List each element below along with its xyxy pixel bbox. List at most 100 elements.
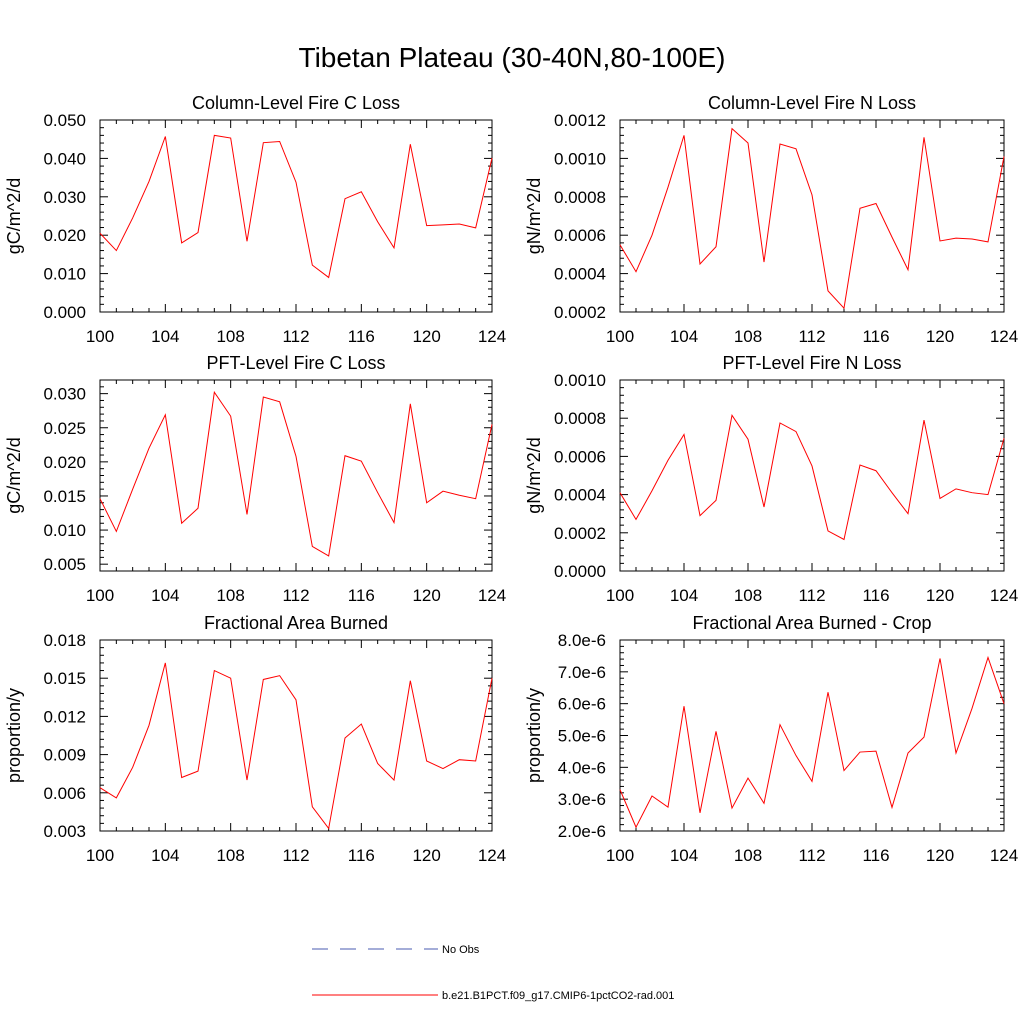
- y-tick-label: 0.0000: [554, 562, 606, 581]
- x-tick-label: 108: [216, 327, 244, 346]
- x-tick-label: 104: [670, 327, 698, 346]
- series-line: [619, 127, 1005, 310]
- y-tick-label: 0.040: [43, 149, 86, 168]
- y-tick-label: 0.010: [43, 265, 86, 284]
- series-line: [619, 655, 1005, 829]
- x-tick-label: 120: [926, 586, 954, 605]
- x-tick-label: 116: [348, 327, 375, 346]
- x-tick-label: 112: [798, 586, 825, 605]
- plot-frame: [619, 119, 1005, 313]
- y-tick-label: 0.0002: [554, 524, 606, 543]
- y-tick-label: 0.025: [43, 419, 86, 438]
- y-tick-label: 0.000: [43, 303, 86, 322]
- y-tick-label: 0.018: [43, 631, 86, 650]
- y-tick-label: 4.0e-6: [558, 758, 606, 777]
- panel-title: Column-Level Fire N Loss: [708, 93, 916, 113]
- x-tick-label: 124: [990, 586, 1018, 605]
- plot-frame: [619, 639, 1005, 832]
- x-tick-label: 116: [348, 586, 375, 605]
- panel-2: Column-Level Fire N Loss gN/m^2/d 100 104 10…: [524, 93, 1018, 346]
- y-tick-label: 0.0012: [554, 111, 606, 130]
- plot-frame: [99, 639, 493, 832]
- x-tick-label: 124: [478, 327, 506, 346]
- y-tick-label: 0.0010: [554, 149, 606, 168]
- y-tick-label: 0.030: [43, 188, 86, 207]
- y-tick-label: 0.020: [43, 226, 86, 245]
- y-axis-label: gC/m^2/d: [4, 437, 24, 513]
- y-tick-label: 0.003: [43, 822, 86, 841]
- x-tick-label: 100: [86, 846, 114, 865]
- y-tick-label: 0.0006: [554, 447, 606, 466]
- y-axis-label: gN/m^2/d: [524, 437, 544, 513]
- y-tick-label: 0.0004: [554, 486, 606, 505]
- x-tick-label: 112: [282, 327, 309, 346]
- y-tick-label: 0.005: [43, 555, 86, 574]
- legend-label-model: b.e21.B1PCT.f09_g17.CMIP6-1pctCO2-rad.00…: [442, 990, 674, 1002]
- legend: No Obs b.e21.B1PCT.f09_g17.CMIP6-1pctCO2…: [312, 944, 674, 1002]
- x-tick-label: 116: [862, 846, 889, 865]
- panel-title: Column-Level Fire C Loss: [192, 93, 400, 113]
- y-tick-label: 0.010: [43, 521, 86, 540]
- x-tick-label: 120: [926, 327, 954, 346]
- x-tick-label: 124: [478, 846, 506, 865]
- x-tick-label: 124: [990, 327, 1018, 346]
- x-tick-label: 100: [606, 586, 634, 605]
- y-tick-label: 0.0002: [554, 303, 606, 322]
- y-tick-label: 0.009: [43, 746, 86, 765]
- y-tick-label: 0.0006: [554, 226, 606, 245]
- x-tick-label: 124: [478, 586, 506, 605]
- x-tick-label: 112: [798, 846, 825, 865]
- x-tick-label: 120: [412, 846, 440, 865]
- series-line: [619, 414, 1005, 541]
- x-tick-label: 108: [216, 586, 244, 605]
- x-tick-label: 108: [734, 846, 762, 865]
- main-title: Tibetan Plateau (30-40N,80-100E): [298, 42, 726, 73]
- plot-frame: [99, 119, 493, 313]
- y-tick-label: 0.0004: [554, 265, 606, 284]
- series-line: [99, 662, 493, 830]
- x-tick-label: 104: [670, 586, 698, 605]
- x-tick-label: 108: [734, 327, 762, 346]
- y-tick-label: 0.015: [43, 487, 86, 506]
- panel-4: PFT-Level Fire N Loss gN/m^2/d 100 104 108 11…: [524, 353, 1018, 605]
- y-tick-label: 0.0010: [554, 371, 606, 390]
- x-tick-label: 104: [151, 327, 179, 346]
- x-tick-label: 108: [734, 586, 762, 605]
- x-tick-label: 100: [86, 327, 114, 346]
- series-line: [99, 134, 493, 279]
- y-axis-label: gC/m^2/d: [4, 178, 24, 254]
- x-tick-label: 116: [348, 846, 375, 865]
- panel-title: Fractional Area Burned: [204, 613, 388, 633]
- x-tick-label: 104: [151, 846, 179, 865]
- panel-title: PFT-Level Fire C Loss: [206, 353, 385, 373]
- x-tick-label: 120: [412, 327, 440, 346]
- x-tick-label: 108: [216, 846, 244, 865]
- plot-frame: [619, 379, 1005, 572]
- x-tick-label: 104: [670, 846, 698, 865]
- x-tick-label: 100: [606, 327, 634, 346]
- y-tick-label: 2.0e-6: [558, 822, 606, 841]
- x-tick-label: 100: [86, 586, 114, 605]
- y-tick-label: 0.0008: [554, 409, 606, 428]
- y-axis-label: gN/m^2/d: [524, 178, 544, 254]
- panel-title: PFT-Level Fire N Loss: [722, 353, 901, 373]
- y-tick-label: 0.0008: [554, 188, 606, 207]
- y-tick-label: 6.0e-6: [558, 695, 606, 714]
- y-tick-label: 8.0e-6: [558, 631, 606, 650]
- y-tick-label: 5.0e-6: [558, 727, 606, 746]
- x-tick-label: 124: [990, 846, 1018, 865]
- series-line: [99, 390, 493, 557]
- panel-6: Fractional Area Burned - Crop proportion/…: [524, 613, 1018, 865]
- x-tick-label: 120: [412, 586, 440, 605]
- x-tick-label: 120: [926, 846, 954, 865]
- panel-title: Fractional Area Burned - Crop: [692, 613, 931, 633]
- y-tick-label: 0.050: [43, 111, 86, 130]
- y-axis-label: proportion/y: [524, 688, 544, 783]
- x-tick-label: 112: [282, 586, 309, 605]
- y-tick-label: 0.020: [43, 453, 86, 472]
- y-tick-label: 0.030: [43, 385, 86, 404]
- x-tick-label: 104: [151, 586, 179, 605]
- x-tick-label: 112: [798, 327, 825, 346]
- plot-frame: [99, 379, 493, 572]
